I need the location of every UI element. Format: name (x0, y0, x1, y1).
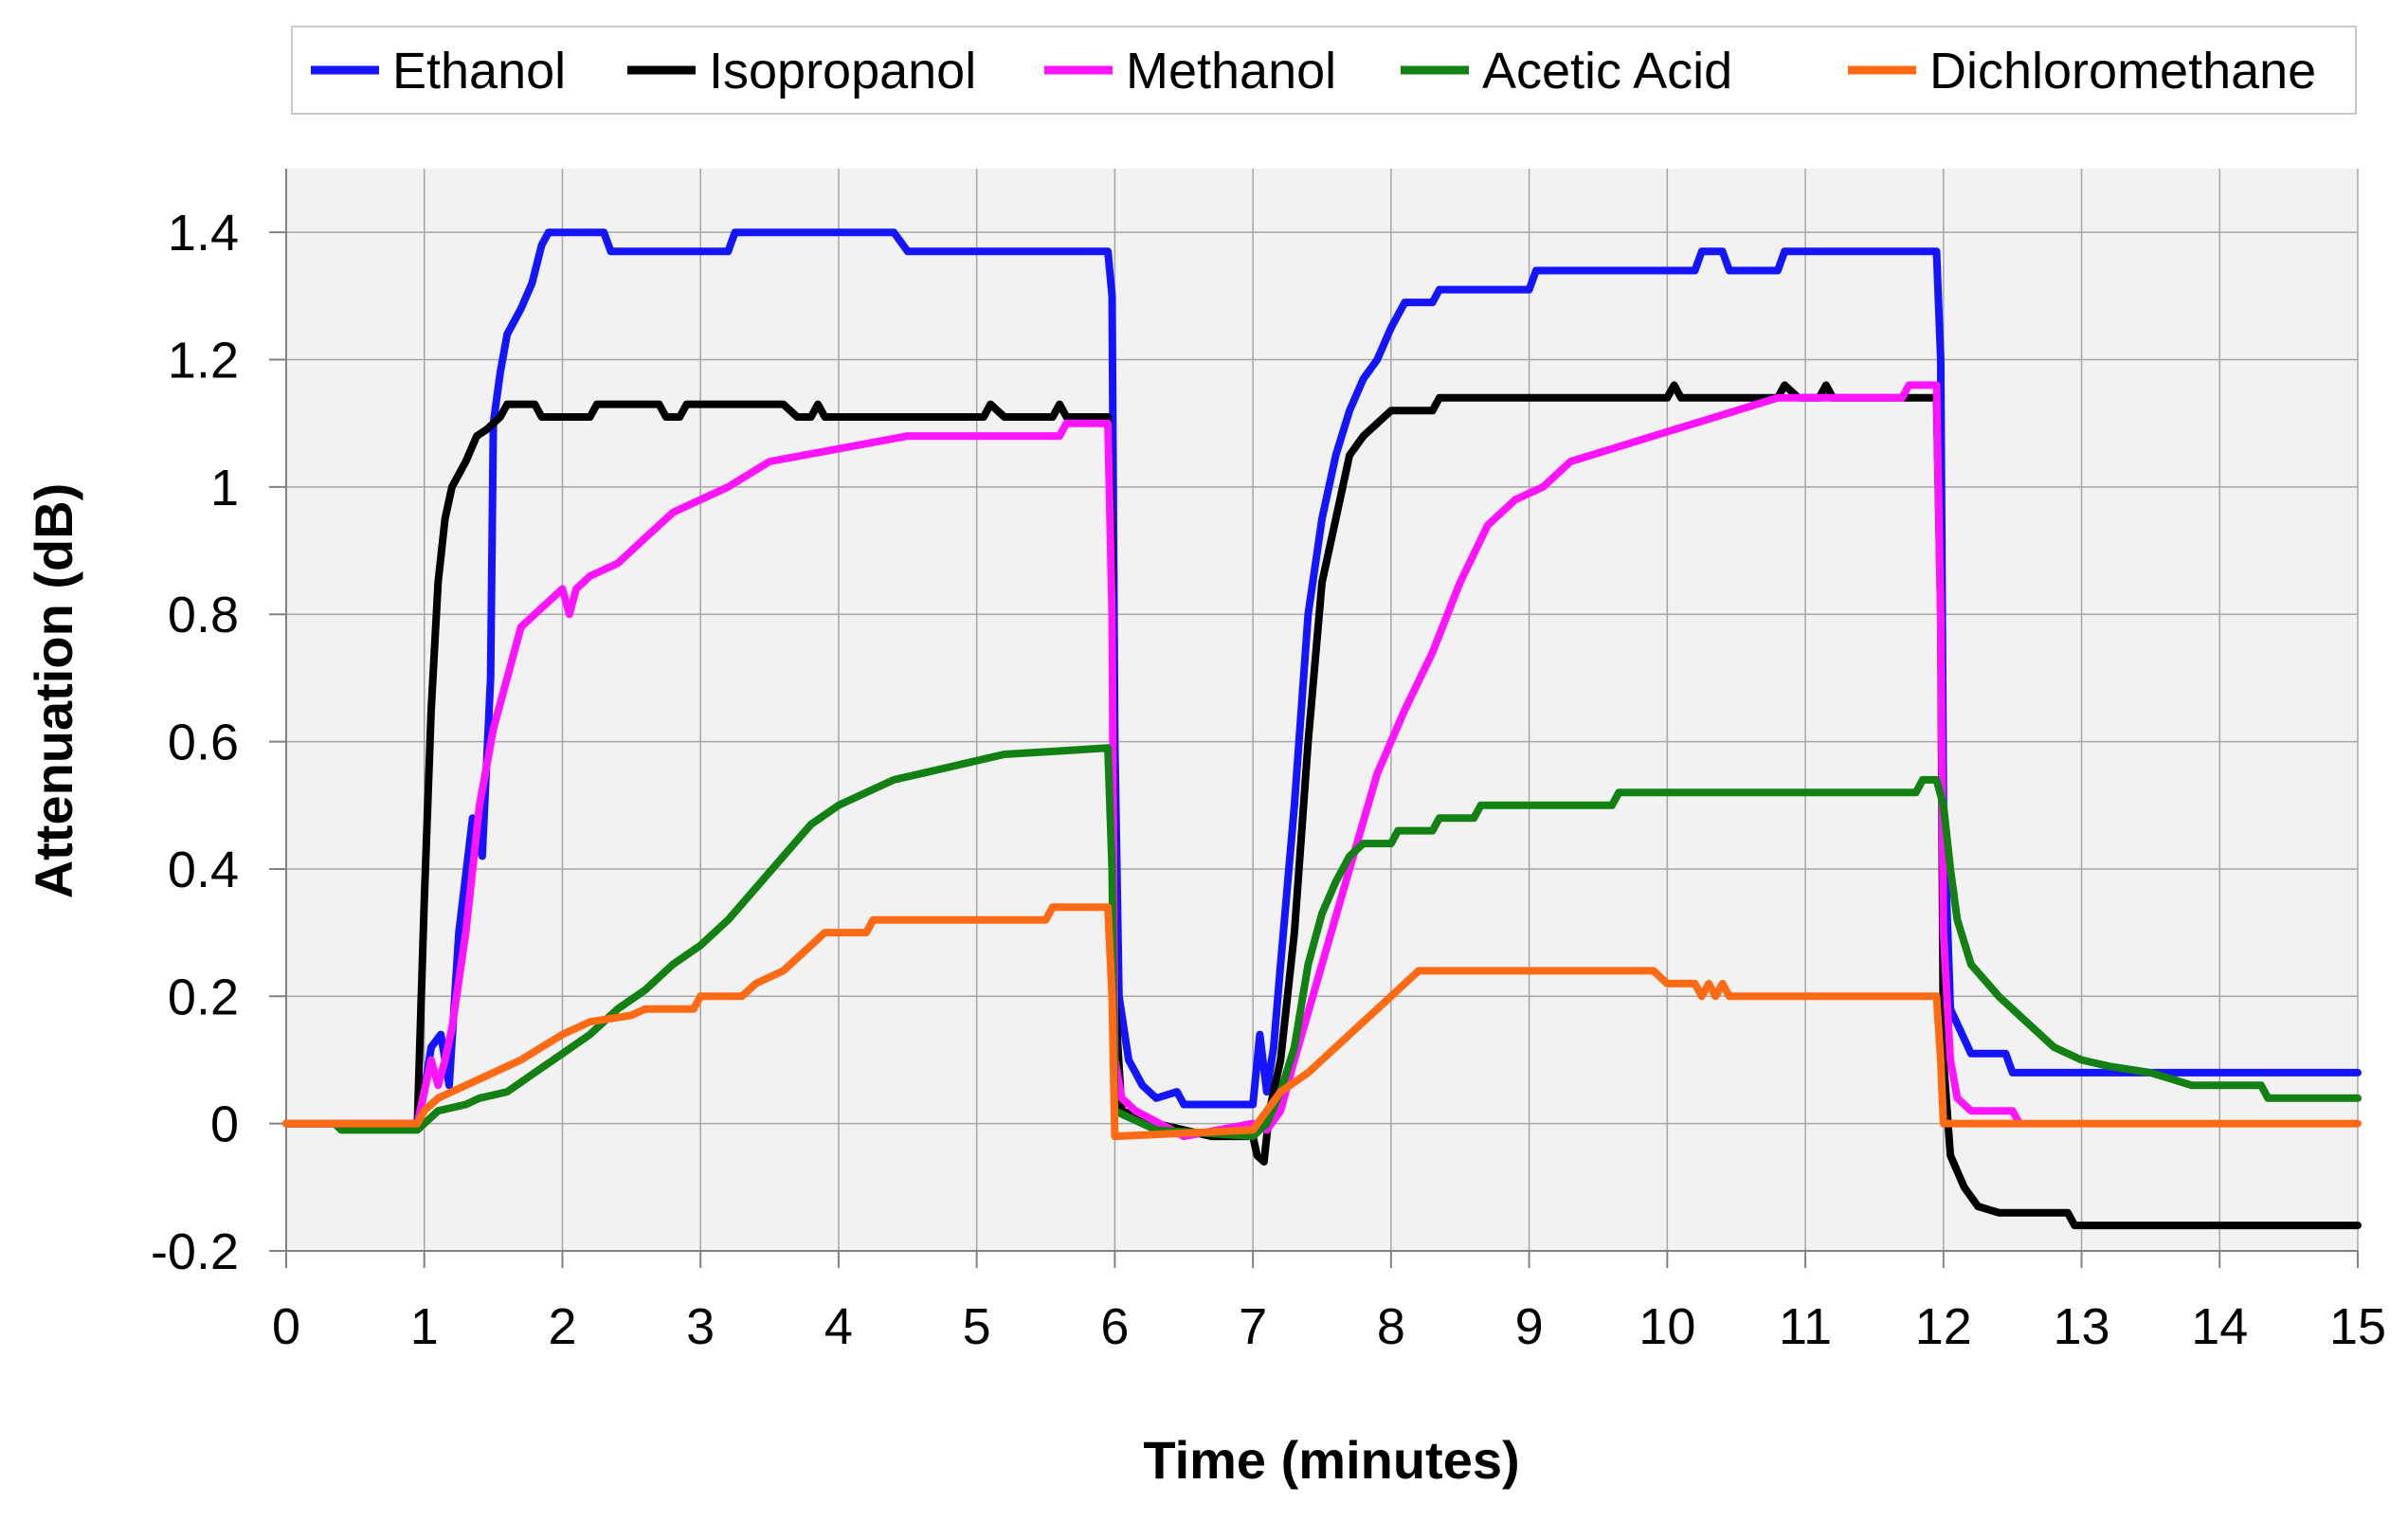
x-tick-label: 1 (410, 1298, 439, 1355)
y-axis-title: Attenuation (dB) (24, 483, 83, 899)
x-tick-label: 13 (2053, 1298, 2109, 1355)
series-line-methanol (282, 381, 2023, 1141)
x-tick-label: 2 (548, 1298, 576, 1355)
x-tick-label: 14 (2191, 1298, 2248, 1355)
y-tick-label: 0.8 (168, 587, 239, 643)
y-tick-label: 0.6 (168, 715, 239, 771)
legend-label-acetic-acid: Acetic Acid (1482, 43, 1732, 100)
series-lines (282, 228, 2362, 1230)
y-tick-label: 1 (210, 460, 239, 516)
y-tick-label: 0.2 (168, 969, 239, 1025)
x-tick-label: 3 (686, 1298, 715, 1355)
legend-label-dichloromethane: Dichloromethane (1929, 43, 2316, 100)
series-line-dichloromethane (282, 903, 2362, 1141)
y-tick-label: 1.2 (168, 333, 239, 389)
x-tick-label: 6 (1100, 1298, 1129, 1355)
y-tick-label: -0.2 (151, 1223, 239, 1280)
x-tick-label: 0 (272, 1298, 300, 1355)
y-tick-label: 1.4 (168, 205, 239, 262)
plot-area (286, 169, 2358, 1251)
x-tick-label: 7 (1239, 1298, 1267, 1355)
axes: 0 1 2 3 4 5 6 7 8 9 10 11 12 13 14 15-0.200.20.40.60.81… (151, 169, 2386, 1355)
x-tick-label: 9 (1515, 1298, 1544, 1355)
legend-label-isopropanol: Isopropanol (709, 43, 976, 100)
x-tick-label: 4 (824, 1298, 853, 1355)
legend-label-ethanol: Ethanol (392, 43, 566, 100)
x-tick-label: 15 (2329, 1298, 2386, 1355)
y-tick-label: 0 (210, 1096, 239, 1153)
x-tick-label: 10 (1639, 1298, 1695, 1355)
x-tick-label: 8 (1377, 1298, 1405, 1355)
y-tick-label: 0.4 (168, 842, 239, 898)
x-tick-label: 11 (1779, 1298, 1832, 1355)
x-tick-label: 5 (963, 1298, 991, 1355)
x-axis-title: Time (minutes) (1143, 1430, 1519, 1490)
legend: Ethanol Isopropanol Methanol Acetic Acid Dic… (291, 26, 2357, 115)
x-tick-label: 12 (1915, 1298, 1972, 1355)
legend-label-methanol: Methanol (1126, 43, 1336, 100)
series-line-ethanol (282, 228, 2362, 1128)
